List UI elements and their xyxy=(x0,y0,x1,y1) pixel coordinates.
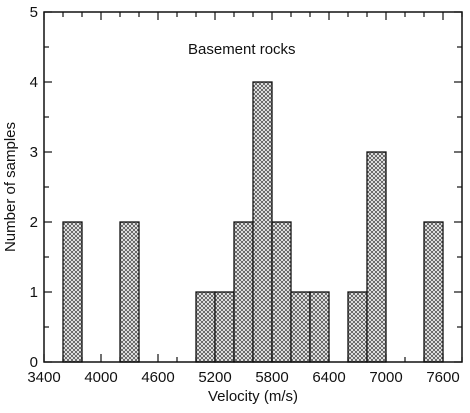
x-tick-label: 4000 xyxy=(84,369,117,386)
histogram-bar xyxy=(252,81,273,363)
ticks-layer xyxy=(43,11,463,363)
x-tick-label: 4600 xyxy=(141,369,174,386)
x-tick-label: 5200 xyxy=(198,369,231,386)
histogram-bar xyxy=(366,151,387,363)
chart-annotation: Basement rocks xyxy=(188,41,296,58)
y-tick-label: 0 xyxy=(30,354,38,371)
histogram-bar xyxy=(195,291,216,363)
y-tick-label: 1 xyxy=(30,284,38,301)
histogram-bar xyxy=(119,221,140,363)
x-tick-label: 3400 xyxy=(27,369,60,386)
histogram-bar xyxy=(214,291,235,363)
histogram-bar xyxy=(309,291,330,363)
histogram-bar xyxy=(290,291,311,363)
x-axis-title: Velocity (m/s) xyxy=(208,388,298,405)
x-tick-label: 7000 xyxy=(369,369,402,386)
y-tick-label: 3 xyxy=(30,144,38,161)
y-tick-label: 2 xyxy=(30,214,38,231)
labels-layer: 3400 4000 4600 5200 5800 6400 7000 7600 0 1 2 3 4 5 xyxy=(27,4,459,386)
histogram-bar xyxy=(271,221,292,363)
histogram-bar xyxy=(233,221,254,363)
y-tick-label: 4 xyxy=(30,74,38,91)
y-axis-title: Number of samples xyxy=(2,122,19,252)
histogram-bar xyxy=(423,221,444,363)
bars-layer xyxy=(62,81,444,363)
x-tick-label: 6400 xyxy=(312,369,345,386)
y-tick-label: 5 xyxy=(30,4,38,21)
histogram-bar xyxy=(62,221,83,363)
x-tick-label: 7600 xyxy=(426,369,459,386)
histogram-bar xyxy=(347,291,368,363)
x-tick-label: 5800 xyxy=(255,369,288,386)
